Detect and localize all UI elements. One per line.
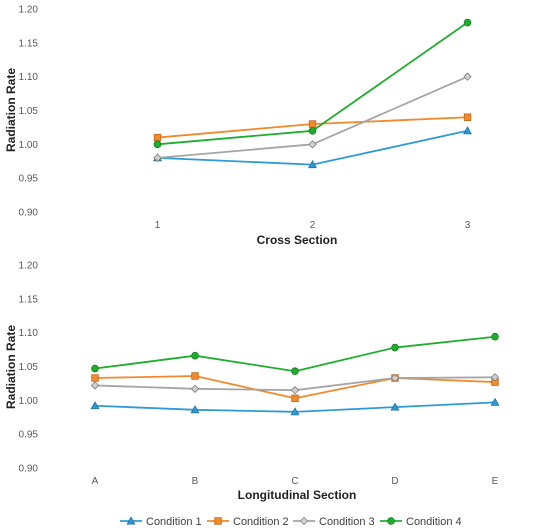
- data-point: [463, 126, 472, 135]
- data-point: [153, 140, 162, 149]
- y-tick-label: 1.15: [19, 38, 39, 49]
- longitudinal-section-chart: 0.90 0.95 1.00 1.05 1.10 1.15 1.20 A B C D E Longitu…: [4, 261, 500, 502]
- y-tick-label: 1.00: [19, 396, 39, 407]
- cross-section-chart: 0.90 0.95 1.00 1.05 1.10 1.15 1.20 1 2 3 Cross Sec…: [4, 5, 472, 247]
- data-point: [290, 386, 300, 395]
- y-axis-title: Radiation Rate: [4, 325, 18, 409]
- legend-item: Condition 4: [380, 516, 462, 528]
- y-tick-label: 0.95: [19, 430, 39, 441]
- legend: Condition 1 Condition 2 Condition 3 Conditi…: [120, 516, 462, 528]
- legend-item: Condition 2: [207, 516, 289, 528]
- legend-label: Condition 4: [406, 516, 462, 528]
- x-tick-label: D: [391, 476, 398, 487]
- y-tick-label: 1.20: [19, 5, 39, 16]
- data-point: [463, 18, 472, 27]
- legend-marker: [299, 516, 309, 526]
- data-point: [390, 402, 400, 411]
- legend-marker: [387, 517, 395, 525]
- x-axis-title: Cross Section: [257, 233, 338, 247]
- data-point: [308, 120, 317, 128]
- y-tick-label: 0.90: [19, 464, 39, 475]
- data-point: [490, 373, 500, 382]
- y-tick-label: 1.20: [19, 261, 39, 272]
- x-tick-label: 2: [310, 220, 316, 231]
- data-point: [463, 113, 472, 121]
- legend-label: Condition 3: [319, 516, 375, 528]
- y-tick-label: 1.15: [19, 294, 39, 305]
- x-tick-label: C: [291, 476, 298, 487]
- data-point: [91, 364, 99, 373]
- legend-item: Condition 1: [120, 516, 202, 528]
- x-axis-title: Longitudinal Section: [238, 488, 357, 502]
- data-point: [91, 374, 99, 382]
- data-point: [190, 405, 200, 414]
- data-point: [491, 332, 499, 341]
- data-point: [390, 373, 400, 383]
- y-tick-label: 1.05: [19, 362, 39, 373]
- legend-label: Condition 1: [146, 516, 202, 528]
- y-tick-label: 0.95: [19, 174, 39, 185]
- data-point: [90, 401, 100, 410]
- data-point: [190, 384, 200, 393]
- legend-marker: [214, 517, 222, 525]
- data-point: [153, 133, 162, 142]
- x-tick-label: 1: [155, 220, 161, 231]
- x-tick-label: E: [492, 476, 499, 487]
- y-tick-label: 1.10: [19, 72, 39, 83]
- data-point: [463, 72, 472, 81]
- data-point: [308, 160, 317, 169]
- data-point: [191, 351, 199, 360]
- x-tick-label: A: [92, 476, 99, 487]
- legend-item: Condition 3: [293, 516, 375, 528]
- data-point: [290, 407, 300, 416]
- x-tick-label: 3: [465, 220, 471, 231]
- data-point: [291, 394, 299, 403]
- data-point: [90, 381, 100, 390]
- y-tick-label: 1.00: [19, 140, 39, 151]
- data-point: [308, 140, 317, 149]
- data-point: [291, 367, 299, 376]
- legend-label: Condition 2: [233, 516, 289, 528]
- data-point: [308, 127, 317, 135]
- legend-marker: [126, 516, 136, 525]
- data-point: [153, 153, 162, 163]
- x-tick-label: B: [192, 476, 199, 487]
- y-tick-label: 1.10: [19, 328, 39, 339]
- series-line: [94, 335, 496, 373]
- y-tick-label: 1.05: [19, 106, 39, 117]
- data-point: [191, 372, 199, 380]
- y-axis-title: Radiation Rate: [4, 68, 18, 152]
- y-tick-label: 0.90: [19, 208, 39, 219]
- data-point: [391, 343, 399, 352]
- data-point: [490, 397, 500, 406]
